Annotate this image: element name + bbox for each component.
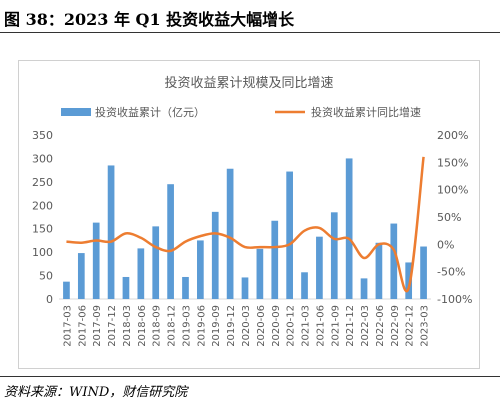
x-tick-label: 2020-03 <box>241 305 252 347</box>
legend: 投资收益累计（亿元） 投资收益累计同比增速 <box>61 105 421 119</box>
y-left-tick-label: 150 <box>32 223 53 236</box>
x-tick-label: 2018-09 <box>152 305 163 347</box>
y-right-tick-label: 50% <box>437 211 461 224</box>
source-note: 资料来源：WIND，财信研究院 <box>4 385 188 400</box>
x-tick-label: 2019-12 <box>226 305 237 347</box>
chart-title: 投资收益累计规模及同比增速 <box>164 75 333 91</box>
bar <box>122 276 130 299</box>
y-right-tick-label: 0% <box>437 238 454 251</box>
title-rule <box>0 32 500 33</box>
x-tick-label: 2021-09 <box>330 305 341 347</box>
bar <box>226 168 234 299</box>
bar <box>345 158 353 299</box>
x-tick-label: 2017-06 <box>77 305 88 347</box>
y-left-tick-label: 350 <box>32 129 53 142</box>
y-left-tick-label: 300 <box>32 152 53 165</box>
bar <box>301 272 308 299</box>
bar <box>167 184 174 299</box>
x-tick-label: 2018-12 <box>167 305 178 347</box>
bar <box>107 165 115 299</box>
plot-area: 0 50 100 150 200 250 300 350 -100% -50% 0% 50% 100% 1… <box>32 129 472 347</box>
x-tick-label: 2022-09 <box>390 305 401 347</box>
y-left-tick-label: 100 <box>32 246 53 259</box>
x-tick-label: 2019-06 <box>196 305 207 347</box>
bar <box>152 226 160 299</box>
y-right-tick-label: 150% <box>437 156 468 169</box>
bar <box>405 262 413 299</box>
bar <box>241 277 249 299</box>
x-tick-label: 2023-03 <box>420 305 431 347</box>
x-tick-label: 2020-09 <box>271 305 282 347</box>
bar <box>92 222 100 299</box>
y-left-tick-label: 250 <box>32 176 53 189</box>
legend-label-bars: 投资收益累计（亿元） <box>95 105 205 119</box>
source-rule <box>0 376 500 377</box>
chart-svg: 投资收益累计规模及同比增速 投资收益累计（亿元） 投资收益累计同比增速 0 50 1… <box>32 75 472 347</box>
bar <box>63 281 70 299</box>
x-tick-label: 2022-06 <box>375 305 386 347</box>
growth-line <box>66 156 425 293</box>
bar <box>375 242 383 299</box>
chart-panel: 投资收益累计规模及同比增速 投资收益累计（亿元） 投资收益累计同比增速 0 50 1… <box>18 60 480 369</box>
x-tick-label: 2021-12 <box>345 305 356 347</box>
y-left-tick-label: 200 <box>32 199 53 212</box>
figure-title: 图 38：2023 年 Q1 投资收益大幅增长 <box>4 10 295 29</box>
y-right-tick-label: 200% <box>437 129 468 142</box>
bar <box>420 246 427 299</box>
x-tick-label: 2017-03 <box>62 305 73 347</box>
y-right-tick-label: -100% <box>437 293 472 306</box>
y-left-tick-label: 50 <box>39 270 53 283</box>
x-tick-label: 2018-06 <box>137 305 148 347</box>
bar <box>256 248 264 299</box>
bar <box>286 171 293 299</box>
bar <box>271 220 279 299</box>
bar <box>330 212 338 299</box>
x-tick-label: 2017-12 <box>107 305 118 347</box>
x-tick-label: 2021-06 <box>315 305 326 347</box>
y-right-tick-label: -50% <box>437 266 465 279</box>
bar <box>316 236 323 299</box>
legend-label-line: 投资收益累计同比增速 <box>311 105 421 119</box>
bar <box>197 240 204 299</box>
bar <box>390 223 398 299</box>
legend-swatch-bars <box>61 108 91 116</box>
y-left-tick-label: 0 <box>46 293 53 306</box>
x-tick-label: 2022-03 <box>360 305 371 347</box>
x-tick-label: 2018-03 <box>122 305 133 347</box>
bar <box>182 276 189 299</box>
y-right-tick-label: 100% <box>437 184 468 197</box>
x-tick-label: 2019-03 <box>181 305 192 347</box>
bar <box>77 253 85 299</box>
x-tick-label: 2020-12 <box>286 305 297 347</box>
bar <box>211 211 219 299</box>
bar <box>360 278 368 299</box>
bar <box>137 248 145 299</box>
x-tick-label: 2020-06 <box>256 305 267 347</box>
x-tick-label: 2017-09 <box>92 305 103 347</box>
x-tick-label: 2019-09 <box>211 305 222 347</box>
x-tick-label: 2022-12 <box>405 305 416 347</box>
x-tick-label: 2021-03 <box>301 305 312 347</box>
